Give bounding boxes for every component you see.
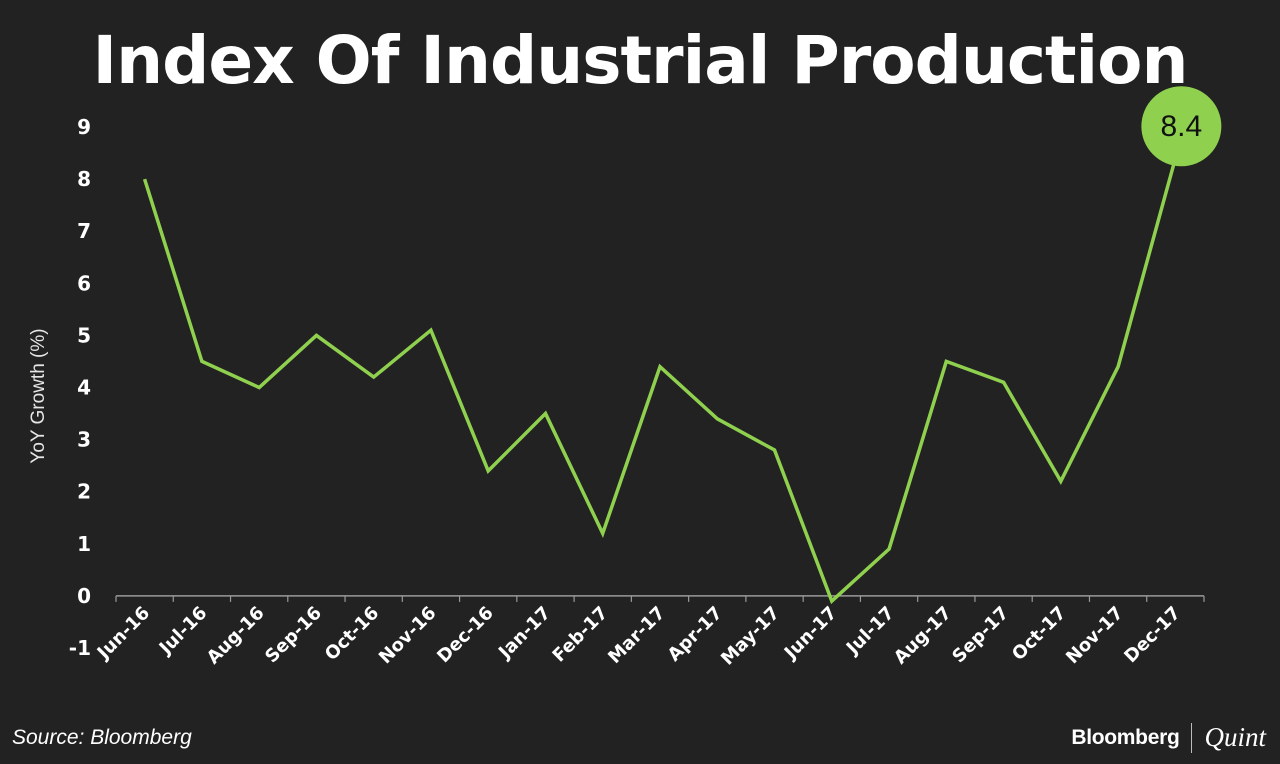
callout-circle xyxy=(1141,86,1222,167)
x-tick-label: Aug-16 xyxy=(203,603,269,669)
x-tick-label: Jun-17 xyxy=(779,603,841,665)
x-tick-label: Jul-16 xyxy=(154,603,211,660)
quint-logo-text: Quint xyxy=(1204,722,1266,752)
logo-divider xyxy=(1191,722,1193,753)
x-tick-label: Jul-17 xyxy=(841,603,898,660)
y-tick-label: 4 xyxy=(77,376,91,400)
x-tick-label: Oct-16 xyxy=(321,603,383,665)
x-tick-label: Nov-16 xyxy=(375,603,441,669)
y-tick-label: 3 xyxy=(77,428,91,452)
y-axis-ticks: 9 8 7 6 5 4 3 2 1 0 -1 xyxy=(69,115,91,660)
y-tick-label: 0 xyxy=(77,584,91,608)
bloomberg-logo-text: Bloomberg xyxy=(1071,725,1180,749)
y-tick-label: -1 xyxy=(69,636,91,660)
y-tick-label: 7 xyxy=(77,219,91,243)
x-axis-ticks: Jun-16 Jul-16Aug-16Sep-16Oct-16Nov-16Dec-… xyxy=(92,603,1185,670)
x-tick-label: Dec-17 xyxy=(1120,603,1185,668)
x-tick-label: Aug-17 xyxy=(890,603,956,669)
y-tick-label: 9 xyxy=(77,115,91,139)
x-tick-label: May-17 xyxy=(717,603,784,670)
x-tick-label: Mar-17 xyxy=(604,603,669,668)
series-line xyxy=(142,157,1178,605)
y-tick-label: 1 xyxy=(77,532,91,556)
chart-title: Index Of Industrial Production xyxy=(92,22,1189,99)
y-axis-label: YoY Growth (%) xyxy=(28,328,49,463)
x-axis-tickmarks xyxy=(115,595,1205,602)
y-tick-label: 8 xyxy=(77,167,91,191)
x-tick-label: Nov-17 xyxy=(1062,603,1128,669)
y-tick-label: 6 xyxy=(77,271,91,295)
x-tick-label: Jun-16 xyxy=(92,603,154,665)
brand-logo: Bloomberg Quint xyxy=(1071,722,1266,753)
x-tick-label: Sep-17 xyxy=(948,603,1013,668)
x-tick-label: Dec-16 xyxy=(433,603,498,668)
x-tick-label: Sep-16 xyxy=(261,603,326,668)
x-tick-label: Feb-17 xyxy=(549,603,613,667)
source-note: Source: Bloomberg xyxy=(12,726,192,749)
callout-bubble: 8.4 xyxy=(1141,86,1222,167)
y-tick-label: 2 xyxy=(77,480,91,504)
x-tick-label: Oct-17 xyxy=(1008,603,1070,665)
x-tick-label: Jan-17 xyxy=(493,603,555,665)
y-tick-label: 5 xyxy=(77,323,91,347)
callout-value: 8.4 xyxy=(1161,110,1203,143)
